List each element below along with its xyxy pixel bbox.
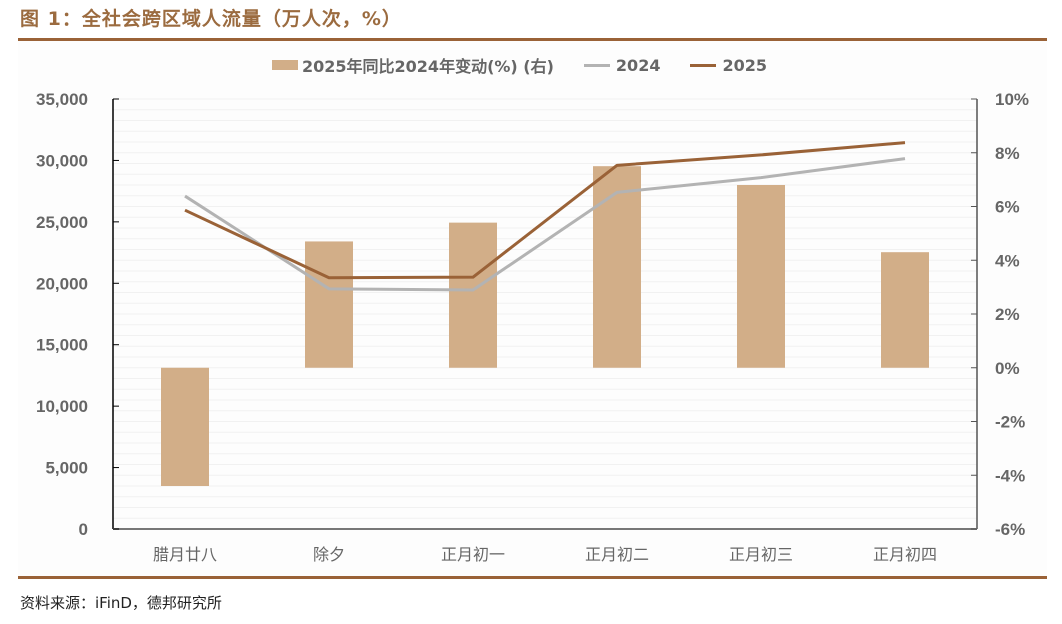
right-tick-label: 8% [995,144,1020,163]
bar-腊月廿八 [161,367,209,486]
left-tick-label: 5,000 [45,459,88,478]
legend-item-yoy: 2025年同比2024年变动(%) (右) [272,53,554,77]
x-category-label: 腊月廿八 [153,545,217,564]
chart-area [18,41,1047,576]
legend-item-2024: 2024 [583,55,661,75]
left-tick-label: 30,000 [36,151,88,170]
source-note: 资料来源：iFinD，德邦研究所 [20,594,222,612]
figure-title: 图 1：全社会跨区域人流量（万人次，%） [20,8,402,30]
left-tick-label: 10,000 [36,397,88,416]
left-tick-label: 15,000 [36,336,88,355]
left-tick-label: 0 [79,520,88,539]
bar-swatch-icon [272,60,298,70]
right-tick-label: 6% [995,198,1020,217]
bar-正月初二 [593,166,641,368]
right-tick-label: -4% [995,466,1025,485]
bar-除夕 [305,241,353,368]
right-tick-label: 10% [995,90,1029,109]
bar-正月初一 [449,222,497,368]
right-tick-label: 4% [995,251,1020,270]
x-category-label: 正月初三 [729,545,793,564]
line-series-2024 [184,157,906,292]
legend-label-2024: 2024 [615,55,661,75]
line-swatch-2025-icon [690,63,717,67]
chart-legend: 2025年同比2024年变动(%) (右) 2024 2025 [272,53,797,77]
x-category-label: 正月初二 [585,545,649,564]
legend-label-2025: 2025 [722,55,767,75]
x-category-label: 正月初四 [873,545,937,564]
top-rule [18,38,1047,41]
legend-item-2025: 2025 [690,56,767,75]
legend-label-yoy: 2025年同比2024年变动(%) (右) [302,57,554,76]
line-swatch-2024-icon [583,63,610,67]
right-tick-label: 2% [995,305,1020,324]
right-tick-label: -2% [995,413,1025,432]
bar-正月初三 [737,185,785,368]
line-series-2025 [184,141,906,280]
left-tick-label: 35,000 [36,90,88,109]
bottom-rule [18,576,1047,579]
x-category-label: 除夕 [313,545,345,564]
bar-正月初四 [881,252,929,368]
right-tick-label: -6% [995,520,1025,539]
right-tick-label: 0% [995,359,1020,378]
x-category-label: 正月初一 [441,545,505,564]
left-tick-label: 20,000 [36,274,88,293]
left-tick-label: 25,000 [36,213,88,232]
